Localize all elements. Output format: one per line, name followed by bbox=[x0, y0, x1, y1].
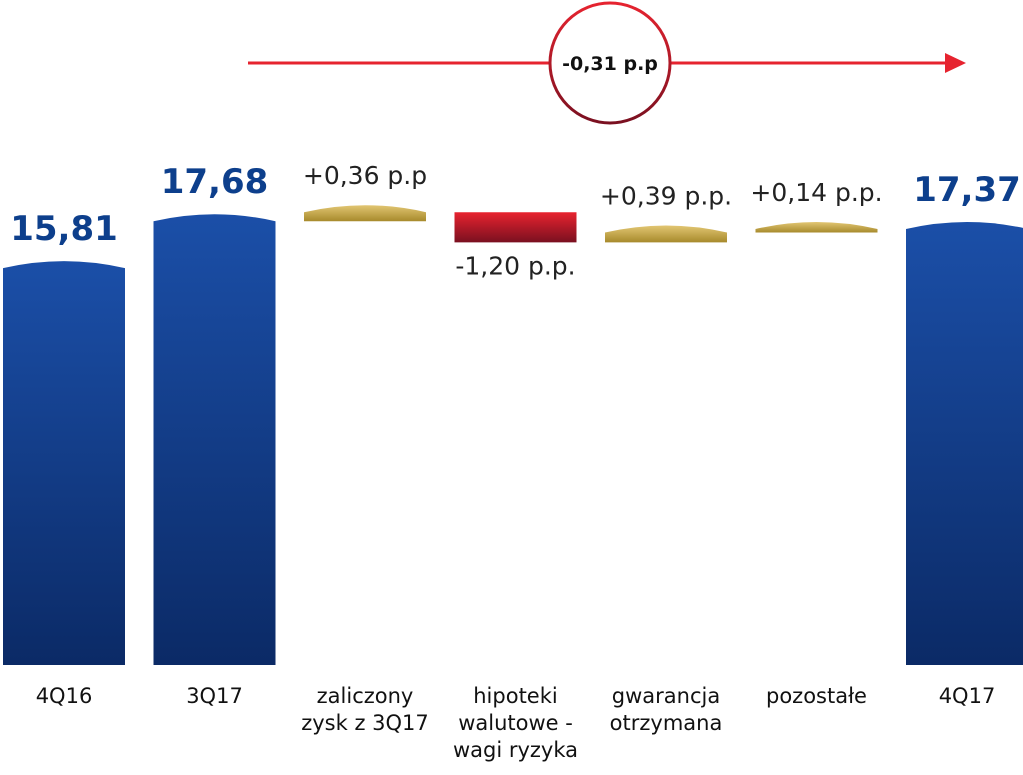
category-label: 4Q17 bbox=[939, 684, 996, 708]
bar-value-label: 17,68 bbox=[161, 162, 269, 202]
bar-value-label: +0,36 p.p bbox=[303, 161, 427, 190]
bar-total bbox=[3, 261, 125, 665]
category-label: hipoteki walutowe - wagi ryzyka bbox=[453, 684, 578, 762]
category-label-line: zysk z 3Q17 bbox=[301, 711, 429, 735]
bar-value-label: 17,37 bbox=[913, 170, 1021, 210]
bar-increase bbox=[304, 205, 426, 222]
category-label-line: pozostałe bbox=[766, 684, 867, 708]
summary-circle bbox=[548, 1, 672, 125]
bar-decrease bbox=[454, 212, 577, 243]
category-label: 3Q17 bbox=[186, 684, 243, 708]
category-label-line: gwarancja bbox=[612, 684, 720, 708]
category-labels-layer: 4Q16 3Q17 zaliczony zysk z 3Q17 hipoteki walu… bbox=[36, 684, 996, 762]
summary-change-label: -0,31 p.p bbox=[562, 53, 658, 75]
bar-value-label: 15,81 bbox=[10, 209, 118, 249]
category-label-line: walutowe - bbox=[458, 711, 573, 735]
category-label-line: 4Q17 bbox=[939, 684, 996, 708]
bar-value-label: -1,20 p.p. bbox=[455, 251, 575, 280]
category-label-line: otrzymana bbox=[610, 711, 723, 735]
category-label: 4Q16 bbox=[36, 684, 93, 708]
category-label: pozostałe bbox=[766, 684, 867, 708]
category-label: zaliczony zysk z 3Q17 bbox=[301, 684, 429, 735]
category-label: gwarancja otrzymana bbox=[610, 684, 723, 735]
category-label-line: 4Q16 bbox=[36, 684, 93, 708]
bar-increase bbox=[755, 222, 878, 233]
category-label-line: wagi ryzyka bbox=[453, 738, 578, 762]
bars-layer bbox=[3, 205, 1023, 665]
category-label-line: hipoteki bbox=[473, 684, 557, 708]
bar-value-label: +0,39 p.p. bbox=[600, 182, 732, 211]
category-label-line: 3Q17 bbox=[186, 684, 243, 708]
summary-arrow-head-icon bbox=[945, 53, 966, 73]
bar-increase bbox=[605, 225, 727, 243]
bar-value-label: +0,14 p.p. bbox=[750, 178, 882, 207]
category-label-line: zaliczony bbox=[317, 684, 414, 708]
bar-total bbox=[153, 214, 276, 665]
bar-total bbox=[906, 222, 1023, 665]
summary-change-indicator: -0,31 p.p bbox=[248, 1, 966, 125]
value-labels-layer: 15,81 17,68 +0,36 p.p -1,20 p.p. +0,39 p.p. +… bbox=[10, 161, 1021, 280]
